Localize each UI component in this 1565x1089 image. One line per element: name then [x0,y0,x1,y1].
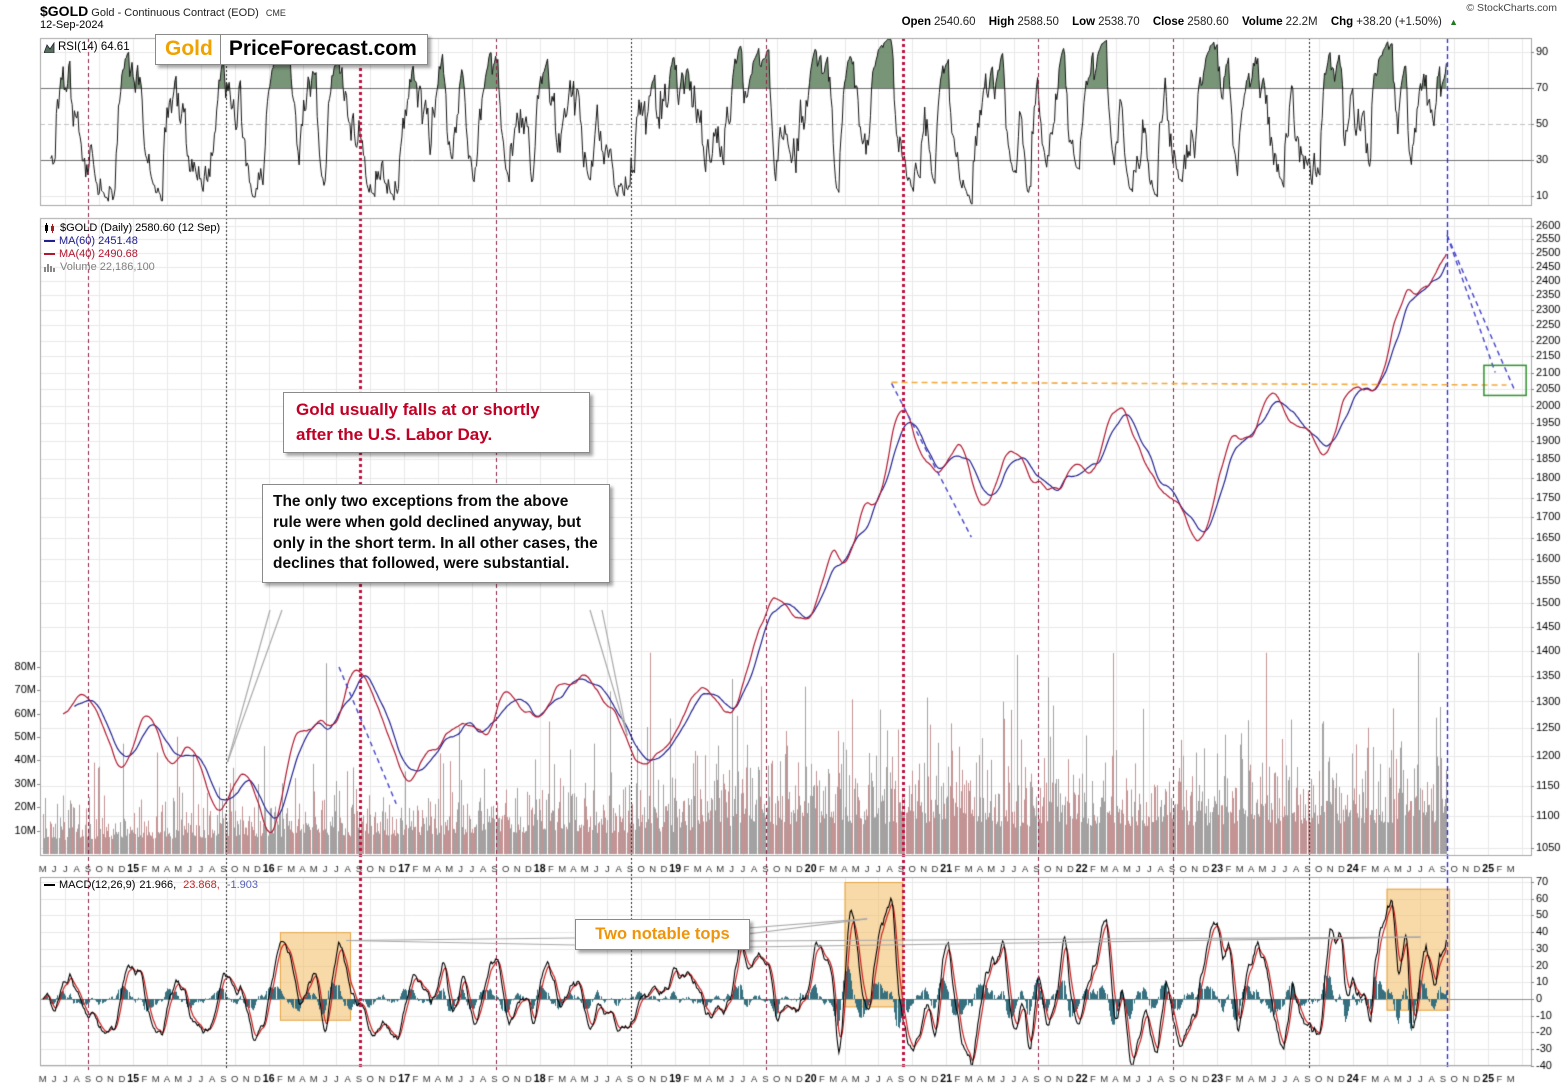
high-value: 2588.50 [1017,16,1059,28]
rsi-legend-text: RSI(14) 64.61 [58,41,130,53]
macd-value: 21.966, [139,879,177,891]
change-value: +38.20 (+1.50%) [1356,16,1442,28]
quote-bar: Open 2540.60 High 2588.50 Low 2538.70 Close… [902,16,1458,28]
area-chart-icon [44,41,55,53]
rsi-legend: RSI(14) 64.61 [44,41,130,53]
macd-legend: MACD(12,26,9) 21.966, 23.868, -1.903 [44,879,258,891]
macd-name: MACD(12,26,9) [59,879,136,891]
low-label: Low [1072,16,1096,28]
labor-day-annotation: Gold usually falls at or shortly after t… [283,392,590,454]
open-value: 2540.60 [933,16,976,28]
volume-bars-icon [44,263,55,272]
price-legend-main: $GOLD (Daily) 2580.60 (12 Sep) [60,221,221,234]
price-legend: $GOLD (Daily) 2580.60 (12 Sep) MA(60) 24… [44,221,220,273]
change-up-icon: ▲ [1449,17,1458,27]
ma60-line-icon [44,239,55,242]
symbol-description: Gold - Continuous Contract (EOD) [91,7,259,19]
chart-date: 12-Sep-2024 [40,19,104,31]
logo-gold-text: Gold [165,37,213,60]
open-label: Open [901,16,931,28]
site-logo: Gold PriceForecast.com [155,34,428,65]
candlestick-icon [45,222,54,233]
exceptions-annotation: The only two exceptions from the above r… [262,484,610,584]
ma40-legend: MA(40) 2490.68 [59,247,138,260]
ma60-legend: MA(60) 2451.48 [59,234,138,247]
low-value: 2538.70 [1098,16,1140,28]
labor-day-line2: after the U.S. Labor Day. [296,424,493,444]
labor-day-line1: Gold usually falls at or shortly [296,400,540,419]
macd-line-icon [44,884,55,886]
symbol-label: $GOLD [40,3,89,19]
exchange-label: CME [265,8,286,18]
ma40-line-icon [44,252,55,255]
volume-value: 22.2M [1285,16,1318,28]
macd-hist-value: -1.903 [226,879,259,891]
volume-legend: Volume 22,186,100 [60,260,155,273]
high-label: High [988,16,1015,28]
close-value: 2580.60 [1187,16,1229,28]
logo-domain-text: PriceForecast.com [219,35,427,64]
volume-label: Volume [1241,16,1283,28]
two-notable-tops-annotation: Two notable tops [575,919,750,950]
chart-header: $GOLD Gold - Continuous Contract (EOD) C… [40,3,286,19]
close-label: Close [1152,16,1185,28]
copyright: © StockCharts.com [1466,2,1557,14]
change-label: Chg [1330,16,1354,28]
macd-signal-value: 23.868, [183,879,220,891]
